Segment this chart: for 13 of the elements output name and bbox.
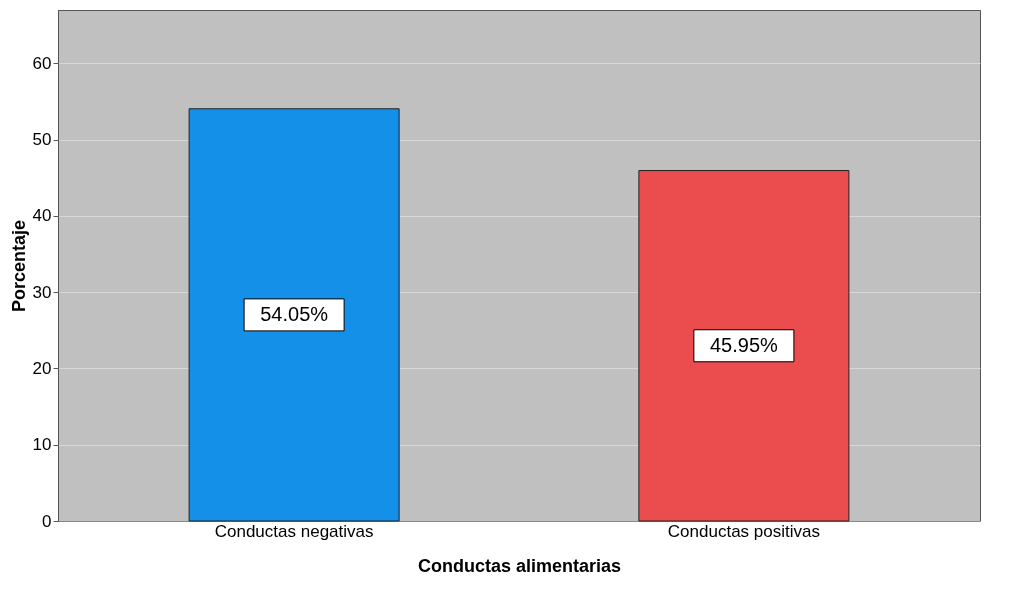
data-label: 45.95% [709,333,779,356]
y-tick-label: 0 [42,511,52,531]
y-axis-title: Porcentaje [8,219,29,313]
y-tick-label: 10 [32,435,52,455]
y-tick-label: 40 [32,206,52,226]
y-tick-label: 30 [32,282,52,302]
x-tick-label: Conductas negativas [214,521,374,541]
y-tick-label: 50 [32,130,52,150]
data-label: 54.05% [260,302,329,325]
y-tick-label: 60 [32,53,52,73]
x-tick-label: Conductas positivas [667,521,820,541]
y-tick-label: 20 [32,358,52,378]
x-axis-title: Conductas alimentarias [417,555,622,576]
